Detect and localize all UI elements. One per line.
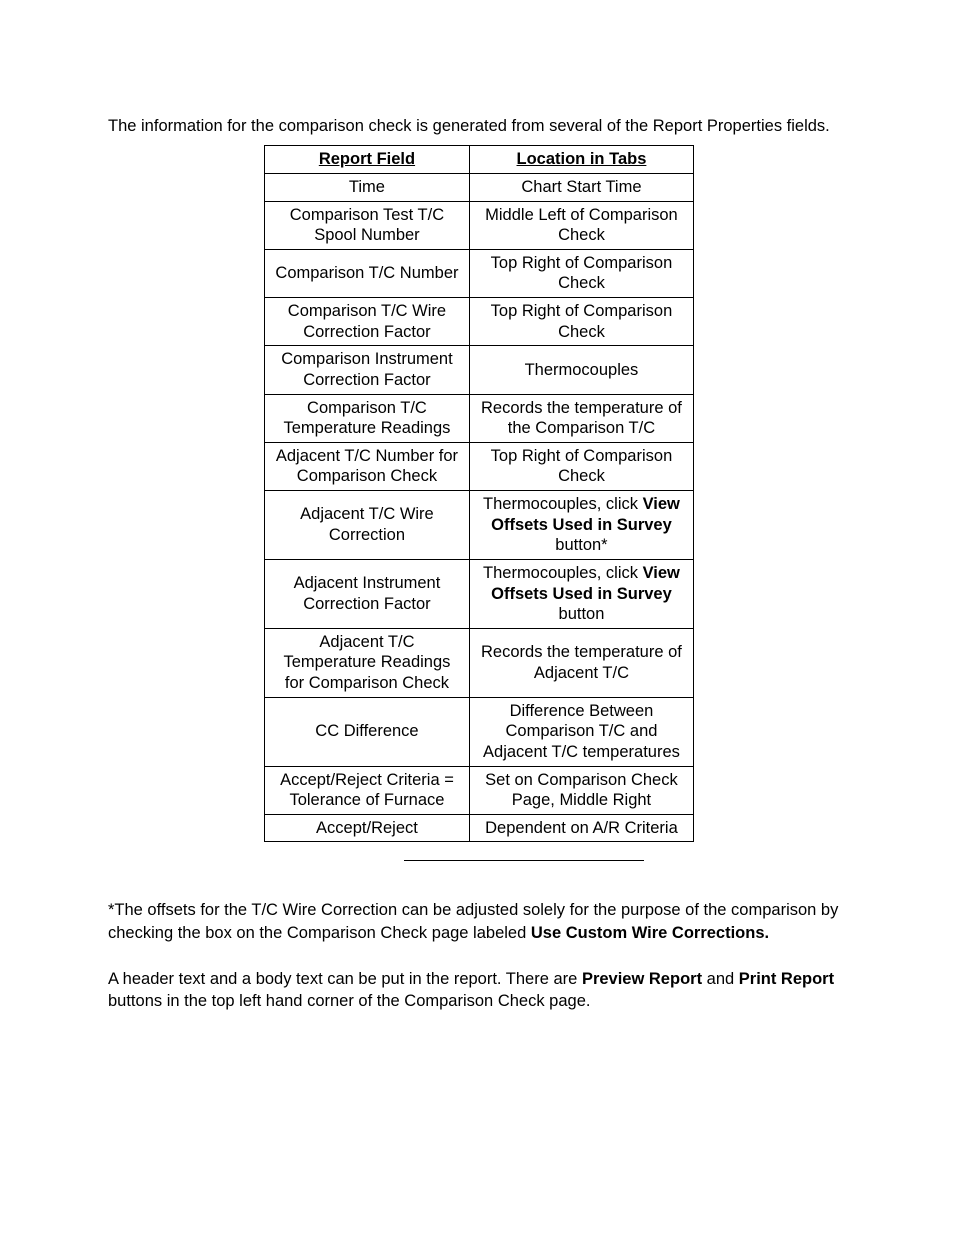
- table-row: Comparison Instrument Correction FactorT…: [264, 346, 693, 394]
- table-cell-location: Thermocouples, click View Offsets Used i…: [470, 559, 693, 628]
- table-cell-location: Thermocouples: [470, 346, 693, 394]
- body-paragraph: A header text and a body text can be put…: [108, 968, 849, 1013]
- table-header-left: Report Field: [264, 146, 470, 174]
- separator-rule-container: [108, 860, 849, 861]
- table-cell-report-field: Adjacent T/C Number for Comparison Check: [264, 442, 470, 490]
- table-row: Comparison T/C Temperature ReadingsRecor…: [264, 394, 693, 442]
- cell-text-prefix: Thermocouples, click: [483, 564, 643, 582]
- table-row: Comparison Test T/C Spool NumberMiddle L…: [264, 201, 693, 249]
- cell-text-suffix: button*: [555, 536, 607, 554]
- table-container: Report Field Location in Tabs TimeChart …: [108, 145, 849, 842]
- table-cell-location: Top Right of Comparison Check: [470, 442, 693, 490]
- table-cell-location: Records the temperature of the Compariso…: [470, 394, 693, 442]
- body-p2: and: [702, 970, 739, 988]
- table-cell-location: Set on Comparison Check Page, Middle Rig…: [470, 766, 693, 814]
- footnote-bold: Use Custom Wire Corrections.: [531, 924, 769, 942]
- table-header-right: Location in Tabs: [470, 146, 693, 174]
- table-row: Adjacent T/C Wire CorrectionThermocouple…: [264, 491, 693, 560]
- table-cell-location: Top Right of Comparison Check: [470, 298, 693, 346]
- table-cell-location: Top Right of Comparison Check: [470, 249, 693, 297]
- table-row: Comparison T/C Wire Correction FactorTop…: [264, 298, 693, 346]
- table-cell-report-field: Accept/Reject Criteria = Tolerance of Fu…: [264, 766, 470, 814]
- footnote-paragraph: *The offsets for the T/C Wire Correction…: [108, 899, 849, 944]
- separator-rule: [404, 860, 644, 861]
- table-cell-location: Middle Left of Comparison Check: [470, 201, 693, 249]
- table-row: Adjacent Instrument Correction FactorThe…: [264, 559, 693, 628]
- intro-paragraph: The information for the comparison check…: [108, 115, 849, 137]
- table-cell-report-field: Adjacent T/C Temperature Readings for Co…: [264, 628, 470, 697]
- body-b2: Print Report: [739, 970, 834, 988]
- table-row: Accept/Reject Criteria = Tolerance of Fu…: [264, 766, 693, 814]
- table-cell-report-field: CC Difference: [264, 697, 470, 766]
- table-row: TimeChart Start Time: [264, 173, 693, 201]
- table-cell-location: Chart Start Time: [470, 173, 693, 201]
- body-p1: A header text and a body text can be put…: [108, 970, 582, 988]
- table-cell-report-field: Comparison T/C Temperature Readings: [264, 394, 470, 442]
- table-row: Accept/RejectDependent on A/R Criteria: [264, 814, 693, 842]
- table-cell-location: Records the temperature of Adjacent T/C: [470, 628, 693, 697]
- table-row: Comparison T/C NumberTop Right of Compar…: [264, 249, 693, 297]
- table-cell-report-field: Comparison Test T/C Spool Number: [264, 201, 470, 249]
- cell-text-suffix: button: [559, 605, 605, 623]
- table-cell-report-field: Adjacent T/C Wire Correction: [264, 491, 470, 560]
- table-cell-report-field: Adjacent Instrument Correction Factor: [264, 559, 470, 628]
- table-cell-location: Difference Between Comparison T/C and Ad…: [470, 697, 693, 766]
- body-b1: Preview Report: [582, 970, 702, 988]
- table-header-row: Report Field Location in Tabs: [264, 146, 693, 174]
- report-fields-table: Report Field Location in Tabs TimeChart …: [264, 145, 694, 842]
- table-row: CC DifferenceDifference Between Comparis…: [264, 697, 693, 766]
- table-cell-report-field: Comparison Instrument Correction Factor: [264, 346, 470, 394]
- table-cell-report-field: Comparison T/C Number: [264, 249, 470, 297]
- body-p3: buttons in the top left hand corner of t…: [108, 992, 590, 1010]
- table-cell-report-field: Comparison T/C Wire Correction Factor: [264, 298, 470, 346]
- cell-text-prefix: Thermocouples, click: [483, 495, 643, 513]
- table-cell-report-field: Accept/Reject: [264, 814, 470, 842]
- table-cell-location: Thermocouples, click View Offsets Used i…: [470, 491, 693, 560]
- table-cell-report-field: Time: [264, 173, 470, 201]
- table-cell-location: Dependent on A/R Criteria: [470, 814, 693, 842]
- table-row: Adjacent T/C Temperature Readings for Co…: [264, 628, 693, 697]
- table-row: Adjacent T/C Number for Comparison Check…: [264, 442, 693, 490]
